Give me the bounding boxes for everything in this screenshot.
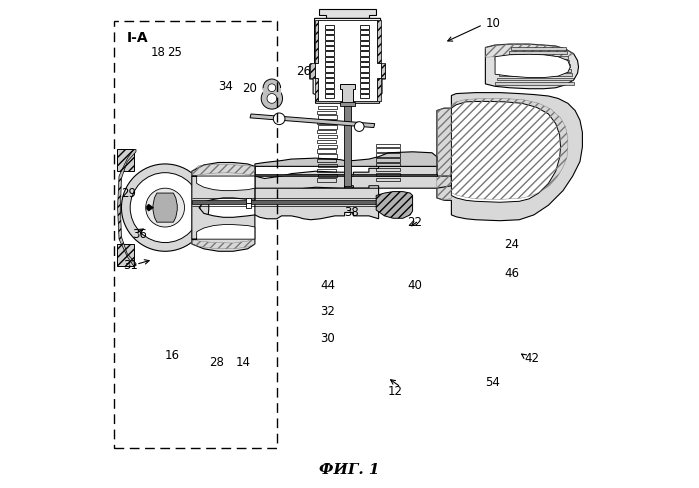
Polygon shape	[510, 47, 566, 50]
Text: 12: 12	[388, 386, 403, 399]
Text: 44: 44	[320, 279, 335, 292]
Polygon shape	[192, 163, 255, 251]
Polygon shape	[497, 78, 572, 81]
Circle shape	[273, 113, 285, 124]
Text: 31: 31	[123, 259, 138, 272]
Circle shape	[145, 188, 185, 227]
Text: 54: 54	[485, 376, 500, 389]
Polygon shape	[485, 44, 579, 89]
Text: 32: 32	[320, 305, 335, 319]
Text: 24: 24	[505, 238, 519, 250]
Text: 14: 14	[236, 356, 250, 369]
Polygon shape	[255, 174, 437, 176]
Polygon shape	[192, 224, 255, 239]
Text: 29: 29	[121, 186, 136, 200]
Text: 46: 46	[505, 266, 519, 280]
Text: 22: 22	[408, 216, 422, 229]
Polygon shape	[495, 54, 570, 78]
Circle shape	[267, 94, 277, 103]
Polygon shape	[117, 244, 134, 266]
Polygon shape	[495, 82, 574, 85]
Polygon shape	[117, 149, 136, 266]
Polygon shape	[344, 103, 352, 186]
Polygon shape	[509, 51, 567, 54]
Polygon shape	[377, 20, 385, 101]
Text: 26: 26	[296, 65, 311, 78]
Text: 20: 20	[243, 82, 257, 95]
Text: 30: 30	[320, 332, 335, 345]
Polygon shape	[250, 114, 375, 127]
Text: 36: 36	[132, 228, 147, 241]
Bar	[245, 199, 250, 203]
Polygon shape	[255, 188, 379, 220]
Polygon shape	[507, 56, 568, 59]
Circle shape	[268, 84, 275, 92]
Text: 42: 42	[524, 351, 539, 365]
Circle shape	[261, 88, 282, 109]
Polygon shape	[147, 204, 154, 211]
Bar	[114, 21, 277, 448]
Polygon shape	[340, 102, 355, 106]
Text: 25: 25	[167, 46, 182, 59]
Polygon shape	[501, 69, 571, 72]
Circle shape	[122, 164, 209, 251]
Text: 10: 10	[485, 17, 500, 30]
Circle shape	[130, 173, 200, 243]
Text: 34: 34	[218, 80, 233, 93]
Text: 38: 38	[345, 206, 359, 219]
Polygon shape	[192, 201, 379, 204]
Polygon shape	[255, 152, 437, 166]
Text: 18: 18	[150, 46, 165, 59]
Bar	[245, 203, 250, 208]
Polygon shape	[340, 84, 355, 103]
Polygon shape	[503, 64, 570, 67]
Text: 28: 28	[208, 356, 224, 369]
Polygon shape	[505, 60, 569, 63]
Polygon shape	[315, 20, 380, 101]
Text: 16: 16	[165, 349, 180, 362]
Polygon shape	[255, 166, 452, 194]
Polygon shape	[437, 93, 582, 221]
Polygon shape	[263, 88, 280, 99]
Polygon shape	[117, 149, 134, 171]
Text: ФИГ. 1: ФИГ. 1	[319, 463, 380, 477]
Circle shape	[354, 122, 364, 131]
Polygon shape	[376, 192, 412, 218]
Polygon shape	[319, 9, 375, 19]
Polygon shape	[192, 176, 255, 191]
Circle shape	[263, 79, 280, 97]
Polygon shape	[310, 19, 385, 103]
Polygon shape	[452, 102, 561, 202]
Polygon shape	[310, 20, 319, 101]
Text: I-A: I-A	[127, 31, 148, 45]
Polygon shape	[499, 73, 572, 76]
Polygon shape	[153, 193, 178, 222]
Text: 40: 40	[408, 279, 422, 292]
